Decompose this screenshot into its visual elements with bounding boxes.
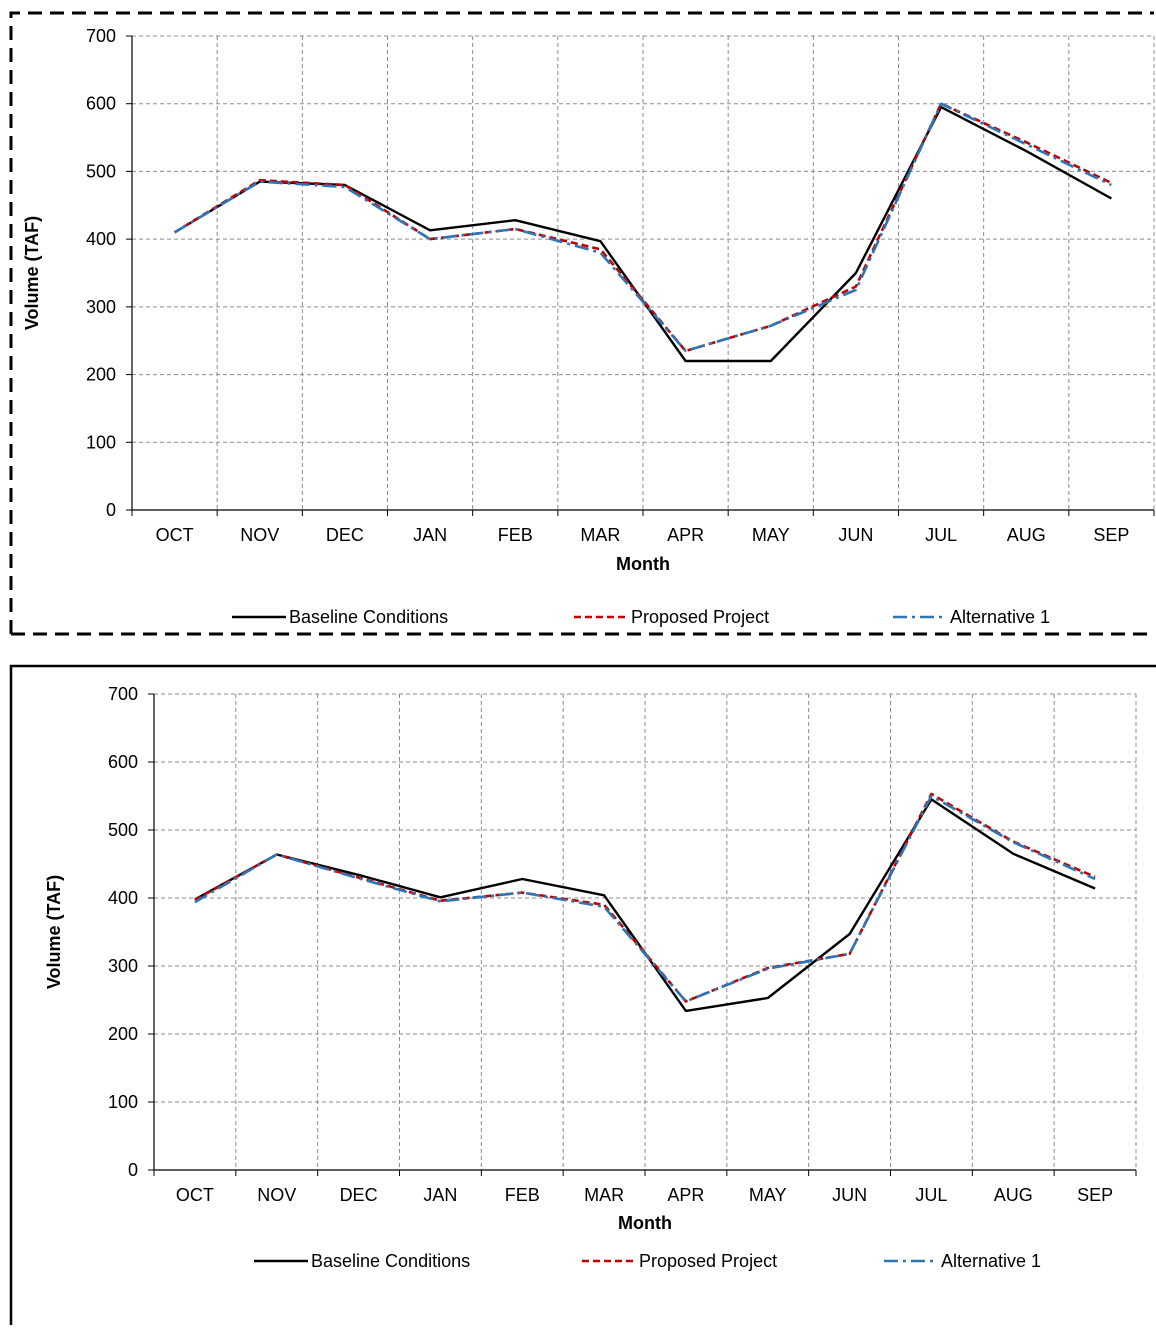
y-tick-label: 400 <box>86 229 116 249</box>
y-tick-label: 300 <box>86 297 116 317</box>
x-tick-label: JUL <box>925 525 957 545</box>
y-tick-label: 700 <box>108 684 138 704</box>
x-tick-label: MAR <box>580 525 620 545</box>
y-tick-label: 400 <box>108 888 138 908</box>
x-tick-label: NOV <box>240 525 279 545</box>
y-tick-label: 100 <box>86 432 116 452</box>
bottom-chart-panel: 0 100 200 300 400 500 600 700 OCT NOV DEC JAN FEB MAR… <box>0 664 1156 1325</box>
y-tick-label: 500 <box>108 820 138 840</box>
y-tick-label: 200 <box>108 1024 138 1044</box>
legend-label: Baseline Conditions <box>311 1251 470 1271</box>
y-tick-label: 300 <box>108 956 138 976</box>
legend-item: Proposed Project <box>582 1251 777 1271</box>
x-axis-title: Month <box>618 1213 672 1233</box>
legend-label: Alternative 1 <box>941 1251 1041 1271</box>
bottom-line-chart: 0 100 200 300 400 500 600 700 OCT NOV DEC JAN FEB MAR… <box>0 664 1156 1325</box>
legend-item: Proposed Project <box>574 607 769 627</box>
legend-item: Baseline Conditions <box>232 607 448 627</box>
x-tick-label: MAY <box>749 1185 787 1205</box>
legend-label: Proposed Project <box>639 1251 777 1271</box>
x-tick-label: NOV <box>257 1185 296 1205</box>
y-tick-label: 700 <box>86 26 116 46</box>
x-tick-label: JAN <box>423 1185 457 1205</box>
top-chart-panel: 0 100 200 300 400 500 600 700 OCT NOV DEC JAN FEB MAR… <box>0 0 1156 638</box>
x-tick-label: OCT <box>176 1185 214 1205</box>
y-tick-label: 100 <box>108 1092 138 1112</box>
x-tick-label: MAR <box>584 1185 624 1205</box>
x-tick-label: SEP <box>1077 1185 1113 1205</box>
panel-frame <box>11 666 1156 1325</box>
x-tick-label: FEB <box>505 1185 540 1205</box>
legend-item: Alternative 1 <box>884 1251 1041 1271</box>
y-tick-label: 200 <box>86 365 116 385</box>
x-tick-label: APR <box>667 1185 704 1205</box>
y-tick-label: 0 <box>128 1160 138 1180</box>
x-tick-label: JUN <box>832 1185 867 1205</box>
x-tick-label: AUG <box>1007 525 1046 545</box>
x-tick-label: AUG <box>994 1185 1033 1205</box>
legend-label: Alternative 1 <box>950 607 1050 627</box>
legend-item: Baseline Conditions <box>254 1251 470 1271</box>
y-tick-label: 0 <box>106 500 116 520</box>
y-tick-label: 600 <box>86 94 116 114</box>
y-axis-title: Volume (TAF) <box>22 216 42 330</box>
x-tick-label: JUL <box>915 1185 947 1205</box>
x-tick-label: OCT <box>156 525 194 545</box>
x-tick-label: DEC <box>340 1185 378 1205</box>
legend-label: Baseline Conditions <box>289 607 448 627</box>
x-tick-label: JUN <box>838 525 873 545</box>
x-tick-label: FEB <box>498 525 533 545</box>
legend-label: Proposed Project <box>631 607 769 627</box>
y-tick-label: 600 <box>108 752 138 772</box>
y-axis-title: Volume (TAF) <box>44 875 64 989</box>
top-line-chart: 0 100 200 300 400 500 600 700 OCT NOV DEC JAN FEB MAR… <box>0 0 1156 638</box>
legend-item: Alternative 1 <box>893 607 1050 627</box>
x-tick-label: MAY <box>752 525 790 545</box>
x-tick-label: APR <box>667 525 704 545</box>
x-axis-title: Month <box>616 554 670 574</box>
x-tick-label: JAN <box>413 525 447 545</box>
x-tick-label: DEC <box>326 525 364 545</box>
x-tick-label: SEP <box>1093 525 1129 545</box>
y-tick-label: 500 <box>86 161 116 181</box>
